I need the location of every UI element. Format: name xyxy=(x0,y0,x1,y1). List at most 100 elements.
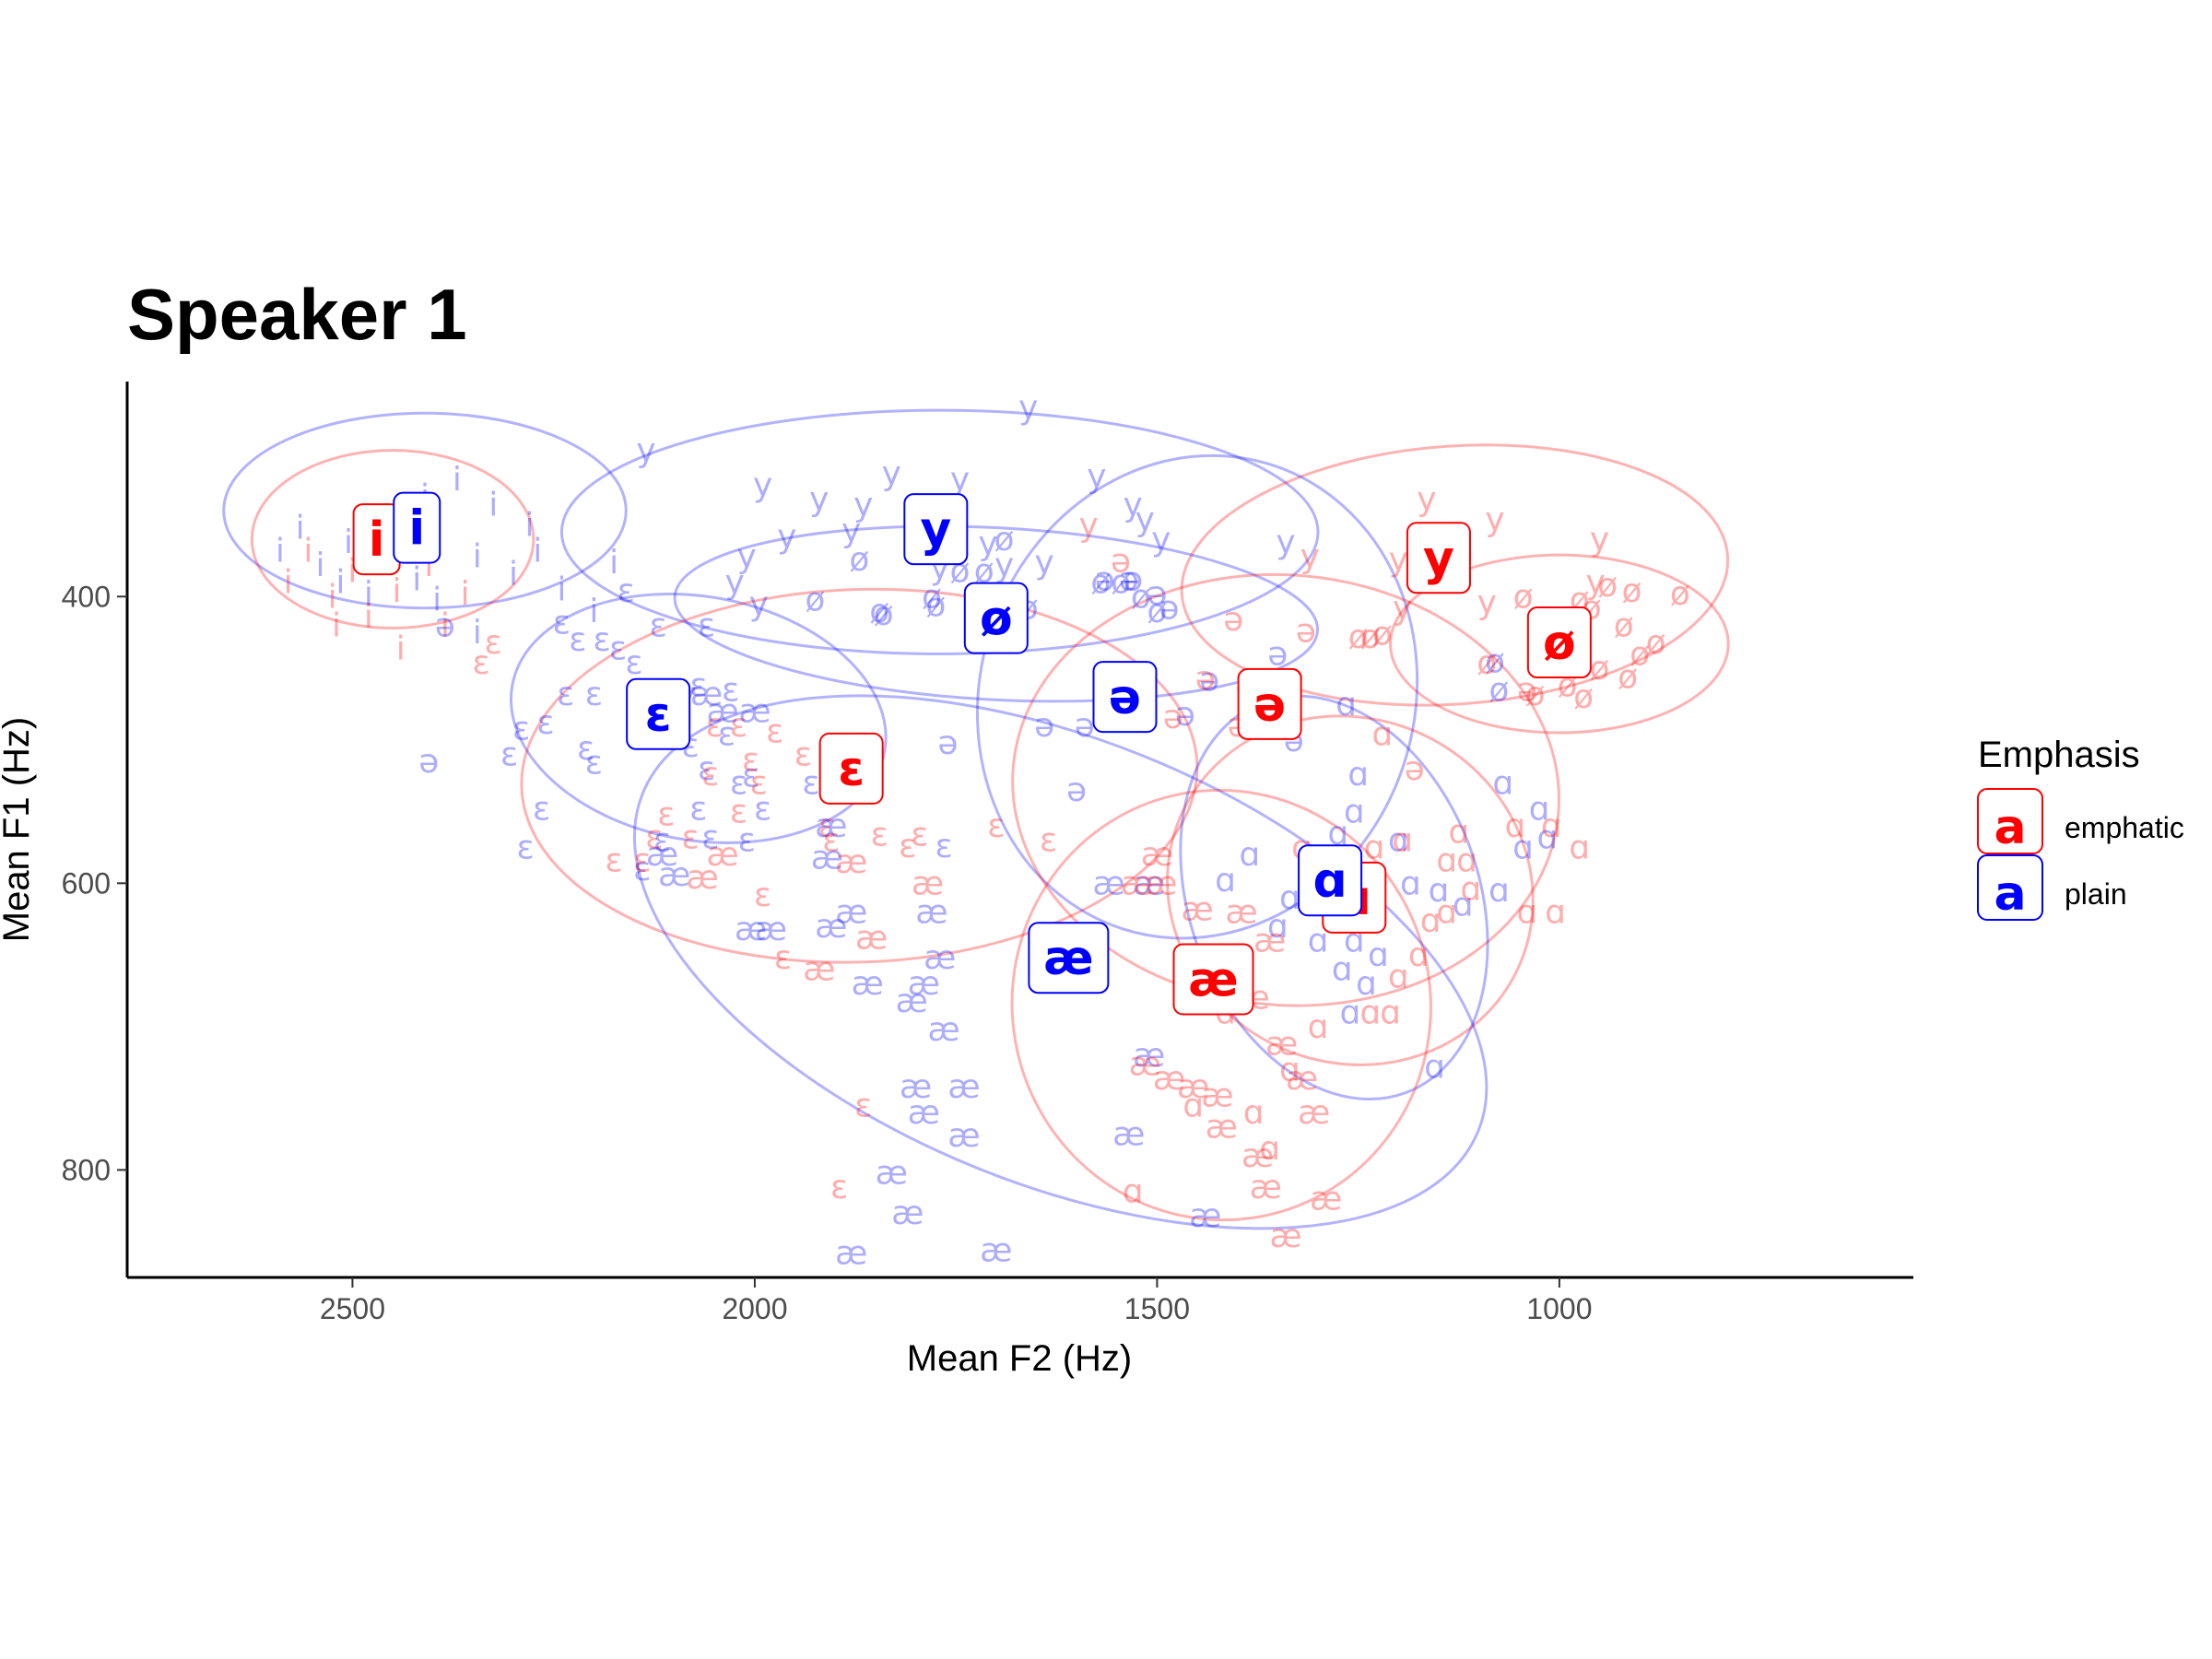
token-epsilon-plain: ɛ xyxy=(701,819,719,857)
token-alpha-emphatic: ɑ xyxy=(1380,994,1401,1031)
token-schwa-plain: ə xyxy=(418,743,439,781)
mean-label-box-ae-emphatic xyxy=(1172,943,1254,1016)
mean-label-epsilon-plain: ɛ xyxy=(626,677,691,750)
token-ae-plain: æ xyxy=(900,1068,932,1106)
legend-item-plain: a plain xyxy=(1977,854,2127,922)
token-alpha-plain: ɑ xyxy=(1356,965,1377,1003)
mean-label-ae-emphatic: æ xyxy=(1172,943,1254,1016)
token-epsilon-emphatic: ɛ xyxy=(822,822,840,860)
token-y-emphatic: y xyxy=(1389,541,1408,579)
token-i-plain: i xyxy=(276,533,285,571)
x-ticks: 2500 2000 1500 1000 xyxy=(320,1277,1592,1325)
mean-label-text-schwa-plain: ə xyxy=(1109,670,1141,725)
token-i-plain: i xyxy=(524,507,534,545)
token-ae-emphatic: æ xyxy=(855,919,888,957)
token-alpha-emphatic: ɑ xyxy=(1123,1173,1144,1211)
token-epsilon-emphatic: ɛ xyxy=(1040,822,1057,860)
token-y-plain: y xyxy=(1135,500,1155,538)
token-alpha-emphatic: ɑ xyxy=(1545,893,1566,931)
mean-label-y-plain: y xyxy=(903,493,969,566)
token-i-plain: i xyxy=(509,555,518,593)
token-alpha-plain: ɑ xyxy=(1368,936,1389,974)
mean-label-box-i-plain xyxy=(393,491,441,564)
ellipse-schwa-emphatic xyxy=(1011,572,1560,1007)
token-oe-emphatic: ø xyxy=(1513,578,1534,616)
token-alpha-plain: ɑ xyxy=(1453,887,1474,924)
token-oe-emphatic: ø xyxy=(1477,644,1497,682)
token-epsilon-plain: ɛ xyxy=(533,790,550,828)
token-oe-emphatic: ø xyxy=(1621,572,1641,610)
token-epsilon-plain: ɛ xyxy=(585,745,603,782)
token-y-plain: y xyxy=(1151,521,1171,559)
token-epsilon-emphatic: ɛ xyxy=(472,644,489,682)
token-i-emphatic: i xyxy=(284,564,293,602)
token-schwa-plain: ə xyxy=(1066,771,1087,809)
token-epsilon-plain: ɛ xyxy=(730,764,747,802)
token-ae-emphatic: æ xyxy=(1121,865,1153,902)
token-y-plain: y xyxy=(737,538,757,576)
token-i-emphatic: i xyxy=(461,575,470,613)
token-alpha-emphatic: ɑ xyxy=(1460,871,1481,909)
token-alpha-plain: ɑ xyxy=(1429,872,1450,910)
token-alpha-emphatic: ɑ xyxy=(1456,841,1477,879)
token-ae-plain: æ xyxy=(815,807,847,845)
token-epsilon-plain: ɛ xyxy=(625,644,642,682)
mean-label-layer: iiyyøøɛɛəəɑɑææ xyxy=(352,491,1592,1016)
token-i-plain: i xyxy=(609,544,618,582)
token-ae-emphatic: æ xyxy=(1141,836,1173,874)
token-epsilon-emphatic: ɛ xyxy=(730,707,747,745)
axes: 2500 2000 1500 1000 400 600 800 xyxy=(62,382,1913,1325)
mean-label-y-emphatic: y xyxy=(1406,522,1471,594)
token-schwa-plain: ə xyxy=(937,724,958,762)
token-epsilon-emphatic: ɛ xyxy=(794,735,812,773)
token-oe-plain: ø xyxy=(849,541,869,579)
mean-label-epsilon-emphatic: ɛ xyxy=(818,732,884,805)
token-epsilon-plain: ɛ xyxy=(633,851,651,888)
token-i-plain: i xyxy=(488,487,498,524)
token-schwa-emphatic: ə xyxy=(1517,671,1537,709)
token-ae-plain: æ xyxy=(706,693,738,731)
token-ae-emphatic: æ xyxy=(1129,1045,1161,1083)
legend-label-emphatic: emphatic xyxy=(2065,811,2184,844)
token-alpha-plain: ɑ xyxy=(1239,836,1260,874)
token-epsilon-plain: ɛ xyxy=(649,606,666,644)
mean-label-i-emphatic: i xyxy=(352,503,401,576)
token-alpha-emphatic: ɑ xyxy=(1182,1087,1204,1124)
token-ae-emphatic: æ xyxy=(1206,1109,1238,1147)
token-ae-plain: æ xyxy=(908,965,940,1003)
token-ae-plain: æ xyxy=(947,1068,980,1106)
token-epsilon-emphatic: ɛ xyxy=(987,807,1005,845)
token-epsilon-emphatic: ɛ xyxy=(701,756,719,794)
mean-label-alpha-plain: ɑ xyxy=(1298,844,1363,917)
token-ae-plain: æ xyxy=(738,693,771,731)
y-axis-title: Mean F1 (Hz) xyxy=(0,717,37,943)
token-schwa-plain: ə xyxy=(1147,575,1167,613)
token-schwa-emphatic: ə xyxy=(1163,699,1183,736)
token-alpha-emphatic: ɑ xyxy=(1420,902,1441,940)
token-epsilon-emphatic: ɛ xyxy=(774,939,792,977)
token-y-plain: y xyxy=(809,481,829,519)
ellipse-i-plain xyxy=(222,411,628,610)
token-y-emphatic: y xyxy=(1300,538,1320,576)
token-i-plain: i xyxy=(473,614,482,652)
token-ae-plain: æ xyxy=(980,1231,1012,1269)
mean-label-ae-plain: æ xyxy=(1028,922,1110,994)
token-epsilon-emphatic: ɛ xyxy=(870,816,888,853)
mean-label-box-oe-emphatic xyxy=(1526,606,1592,679)
token-y-plain: y xyxy=(841,512,861,550)
token-alpha-plain: ɑ xyxy=(1492,764,1513,802)
token-ae-plain: æ xyxy=(851,965,883,1003)
mean-label-oe-emphatic: ø xyxy=(1526,606,1592,679)
token-epsilon-plain: ɛ xyxy=(737,822,755,860)
mean-label-text-oe-emphatic: ø xyxy=(1543,616,1576,671)
ellipse-y-emphatic xyxy=(1180,443,1730,707)
mean-label-text-i-emphatic: i xyxy=(369,512,385,568)
token-oe-plain: ø xyxy=(805,581,825,618)
token-oe-plain: ø xyxy=(1147,593,1167,630)
token-i-plain: i xyxy=(364,575,373,613)
token-schwa-plain: ə xyxy=(1199,661,1219,699)
y-ticks: 400 600 800 xyxy=(62,580,127,1186)
x-tick-label: 1500 xyxy=(1124,1292,1190,1325)
token-y-plain: y xyxy=(636,432,655,470)
mean-label-box-y-emphatic xyxy=(1406,522,1471,594)
